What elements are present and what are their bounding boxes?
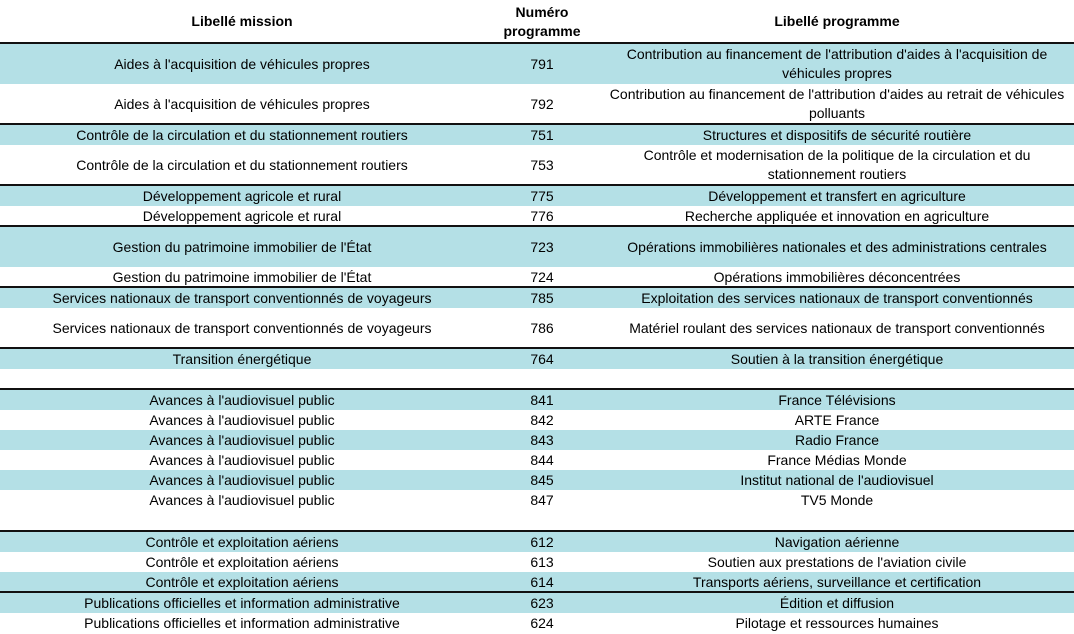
mission-cell: Contrôle de la circulation et du station… [76, 156, 408, 173]
mission-cell: Aides à l'acquisition de véhicules propr… [114, 95, 370, 112]
row-band [0, 470, 1074, 490]
header-numero: Numéro programme [503, 3, 581, 39]
programme-cell: Recherche appliquée et innovation en agr… [684, 207, 990, 224]
programme-cell: France Médias Monde [767, 451, 907, 468]
programme-cell: Transports aériens, surveillance et cert… [692, 573, 982, 590]
numero-cell: 845 [530, 471, 554, 488]
mission-cell: Avances à l'audiovisuel public [149, 411, 335, 428]
programme-cell: Contribution au financement de l'attribu… [626, 46, 1048, 81]
numero-cell: 613 [530, 553, 554, 570]
row-band [0, 430, 1074, 450]
programme-cell: Soutien aux prestations de l'aviation ci… [707, 553, 967, 570]
numero-cell: 791 [530, 55, 554, 72]
row-rule [0, 591, 1074, 593]
numero-cell: 841 [530, 391, 554, 408]
numero-cell: 623 [530, 594, 554, 611]
mission-cell: Publications officielles et information … [84, 594, 400, 611]
programme-cell: Institut national de l'audiovisuel [740, 471, 934, 488]
numero-cell: 847 [530, 491, 554, 508]
programme-cell: ARTE France [794, 411, 880, 428]
mission-cell: Services nationaux de transport conventi… [52, 289, 432, 306]
programme-cell: TV5 Monde [800, 491, 874, 508]
row-rule [0, 530, 1074, 532]
mission-cell: Avances à l'audiovisuel public [149, 451, 335, 468]
row-band [0, 227, 1074, 267]
row-rule [0, 347, 1074, 349]
programme-cell: Navigation aérienne [774, 533, 900, 550]
programme-cell: Soutien à la transition énergétique [730, 350, 944, 367]
mission-cell: Publications officielles et information … [84, 614, 400, 631]
row-rule [0, 286, 1074, 288]
mission-cell: Contrôle et exploitation aériens [145, 533, 339, 550]
mission-cell: Contrôle et exploitation aériens [145, 553, 339, 570]
numero-cell: 792 [530, 95, 554, 112]
programme-cell: Édition et diffusion [779, 594, 895, 611]
numero-cell: 764 [530, 350, 554, 367]
header-mission: Libellé mission [191, 13, 293, 29]
mission-cell: Développement agricole et rural [142, 187, 342, 204]
header-programme: Libellé programme [774, 13, 900, 29]
mission-cell: Avances à l'audiovisuel public [149, 491, 335, 508]
mission-cell: Transition énergétique [172, 350, 312, 367]
numero-cell: 844 [530, 451, 554, 468]
numero-cell: 775 [530, 187, 554, 204]
row-band [0, 349, 1074, 369]
header-rule [0, 42, 1074, 44]
programme-cell: Opérations immobilières déconcentrées [713, 268, 961, 285]
mission-cell: Gestion du patrimoine immobilier de l'Ét… [112, 268, 372, 285]
mission-cell: Contrôle de la circulation et du station… [76, 126, 408, 143]
row-band [0, 125, 1074, 145]
numero-cell: 624 [530, 614, 554, 631]
programme-cell: Contribution au financement de l'attribu… [609, 86, 1065, 121]
mission-cell: Gestion du patrimoine immobilier de l'Ét… [112, 238, 372, 255]
row-band [0, 593, 1074, 613]
numero-cell: 786 [530, 319, 554, 336]
row-band [0, 532, 1074, 552]
programme-cell: Matériel roulant des services nationaux … [629, 319, 1045, 336]
row-rule [0, 184, 1074, 186]
numero-cell: 843 [530, 431, 554, 448]
numero-cell: 723 [530, 238, 554, 255]
row-band [0, 44, 1074, 84]
numero-cell: 842 [530, 411, 554, 428]
row-rule [0, 123, 1074, 125]
numero-cell: 751 [530, 126, 554, 143]
mission-cell: Avances à l'audiovisuel public [149, 391, 335, 408]
programme-cell: Contrôle et modernisation de la politiqu… [643, 147, 1031, 182]
mission-cell: Avances à l'audiovisuel public [149, 431, 335, 448]
row-band [0, 186, 1074, 206]
row-band [0, 288, 1074, 308]
programme-cell: Exploitation des services nationaux de t… [641, 289, 1033, 306]
row-rule [0, 388, 1074, 390]
row-band [0, 572, 1074, 592]
mission-cell: Développement agricole et rural [142, 207, 342, 224]
numero-cell: 614 [530, 573, 554, 590]
mission-cell: Avances à l'audiovisuel public [149, 471, 335, 488]
row-band [0, 390, 1074, 410]
numero-cell: 724 [530, 268, 554, 285]
numero-cell: 776 [530, 207, 554, 224]
programme-cell: Radio France [794, 431, 880, 448]
programme-cell: Pilotage et ressources humaines [735, 614, 939, 631]
programme-cell: Structures et dispositifs de sécurité ro… [702, 126, 972, 143]
row-rule [0, 225, 1074, 227]
numero-cell: 785 [530, 289, 554, 306]
numero-cell: 753 [530, 156, 554, 173]
mission-cell: Contrôle et exploitation aériens [145, 573, 339, 590]
mission-cell: Services nationaux de transport conventi… [52, 319, 432, 336]
numero-cell: 612 [530, 533, 554, 550]
programme-cell: Opérations immobilières nationales et de… [627, 238, 1047, 255]
programme-cell: Développement et transfert en agricultur… [708, 187, 966, 204]
programme-cell: France Télévisions [778, 391, 896, 408]
mission-cell: Aides à l'acquisition de véhicules propr… [114, 55, 370, 72]
